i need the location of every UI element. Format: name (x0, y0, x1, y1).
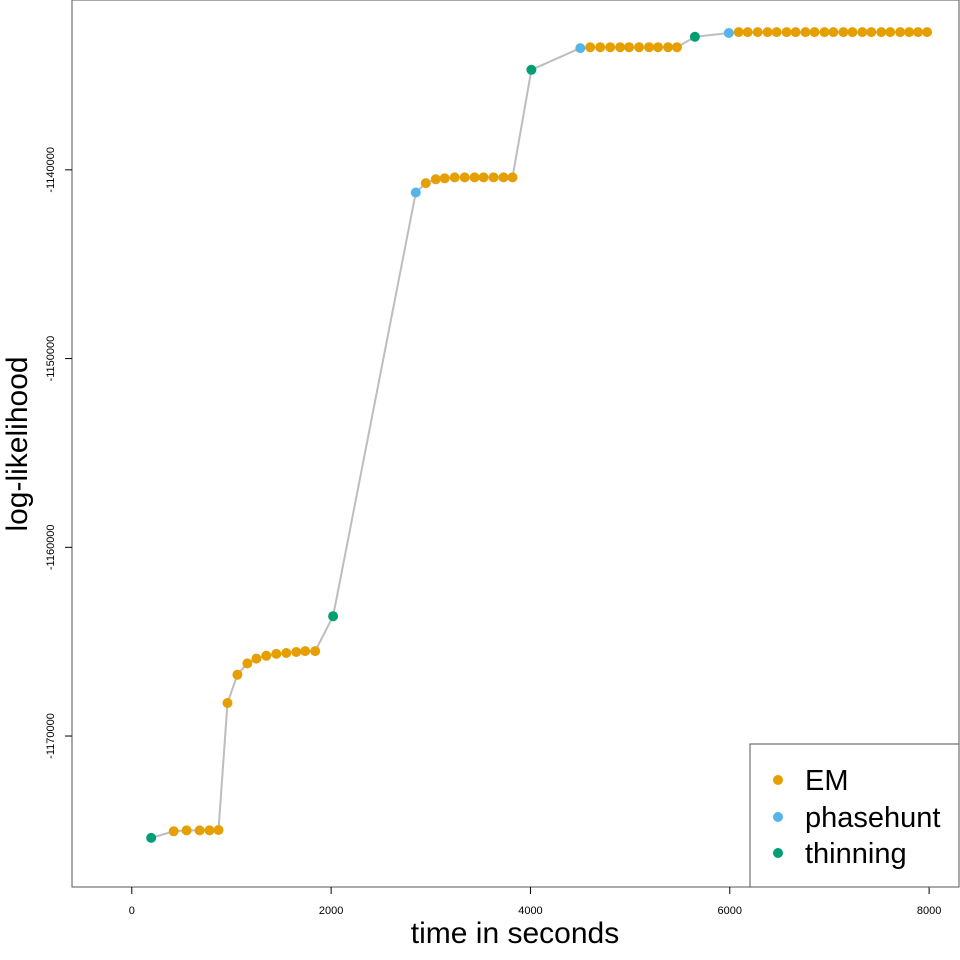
data-point-em (449, 172, 460, 183)
data-point-em (507, 172, 518, 183)
data-point-thinning (328, 611, 339, 622)
data-point-em (781, 27, 792, 38)
data-point-em (439, 173, 450, 184)
y-axis: -1170000 -1160000 -1150000 -1140000 (45, 147, 72, 759)
x-axis-title: time in seconds (411, 917, 619, 950)
legend-box (749, 743, 960, 888)
data-point-em (488, 172, 499, 183)
data-point-em (653, 42, 663, 53)
data-point-em (922, 27, 933, 38)
data-point-em (204, 825, 215, 836)
data-point-em (232, 669, 243, 680)
plot-frame (71, 0, 960, 888)
data-point-em (251, 653, 262, 664)
legend: EM phasehunt thinning (749, 743, 960, 888)
data-point-em (634, 42, 645, 53)
data-point-em (181, 825, 192, 836)
data-point-em (771, 27, 782, 38)
y-tick-label: -1150000 (45, 336, 57, 382)
x-axis: 0 2000 4000 6000 8000 (129, 887, 941, 917)
data-point-em (194, 825, 205, 836)
data-point-em (459, 172, 470, 183)
data-point-em (809, 27, 820, 38)
data-point-phasehunt (575, 43, 586, 54)
data-point-em (430, 174, 441, 185)
data-point-em (585, 42, 596, 53)
data-point-em (605, 42, 616, 53)
data-point-em (168, 826, 179, 837)
data-point-em (271, 648, 282, 659)
data-point-em (498, 172, 509, 183)
data-point-em (469, 172, 480, 183)
data-point-em (595, 42, 606, 53)
data-point-em (242, 658, 253, 669)
data-point-em (624, 42, 635, 53)
data-point-em (291, 647, 302, 657)
data-point-em (885, 27, 896, 38)
data-point-em (895, 27, 906, 38)
data-point-phasehunt (410, 187, 421, 198)
data-point-em (644, 42, 654, 53)
data-point-thinning (526, 64, 537, 75)
data-point-em (213, 825, 224, 835)
legend-marker-thinning (773, 848, 783, 858)
data-point-em (615, 42, 626, 53)
data-point-thinning (146, 832, 157, 843)
x-tick-label: 0 (129, 905, 135, 917)
data-point-em (752, 27, 763, 38)
data-point-em (828, 27, 839, 38)
legend-label-thinning: thinning (805, 838, 907, 870)
data-point-thinning (689, 31, 700, 42)
data-point-em (663, 42, 673, 53)
x-tick-label: 2000 (319, 905, 343, 917)
data-point-em (819, 27, 830, 38)
data-point-em (866, 27, 877, 38)
x-tick-label: 6000 (718, 905, 742, 917)
data-point-em (838, 27, 849, 38)
data-point-em (261, 650, 272, 661)
x-tick-label: 8000 (917, 905, 941, 917)
y-tick-label: -1160000 (45, 524, 57, 570)
y-axis-title: log-likelihood (1, 356, 34, 531)
data-point-em (904, 27, 915, 38)
y-tick-label: -1140000 (45, 147, 57, 193)
data-point-em (420, 178, 431, 189)
data-point-em (762, 27, 773, 38)
data-points (146, 27, 933, 843)
data-point-em (790, 27, 801, 38)
data-point-em (222, 698, 233, 708)
data-point-em (478, 172, 489, 183)
data-point-em (800, 27, 811, 38)
data-point-em (742, 27, 753, 38)
x-tick-label: 4000 (518, 905, 542, 917)
data-point-em (672, 42, 682, 53)
data-point-em (281, 648, 292, 658)
y-tick-label: -1170000 (45, 713, 57, 759)
data-point-em (300, 646, 311, 657)
legend-marker-em (773, 775, 783, 785)
data-point-em (733, 27, 744, 38)
data-point-em (876, 27, 887, 38)
data-point-em (847, 27, 858, 38)
legend-marker-phasehunt (773, 812, 783, 822)
data-point-em (310, 646, 321, 657)
legend-label-phasehunt: phasehunt (805, 802, 940, 834)
data-point-em (857, 27, 868, 38)
data-point-phasehunt (723, 28, 734, 38)
data-point-em (913, 27, 924, 38)
legend-label-em: EM (805, 765, 849, 797)
